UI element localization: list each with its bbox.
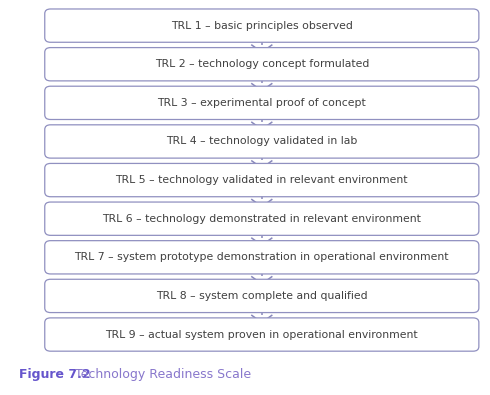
Text: TRL 2 – technology concept formulated: TRL 2 – technology concept formulated (155, 59, 369, 69)
FancyBboxPatch shape (45, 9, 479, 42)
Text: Figure 7.2: Figure 7.2 (19, 369, 91, 382)
FancyBboxPatch shape (45, 241, 479, 274)
Text: TRL 4 – technology validated in lab: TRL 4 – technology validated in lab (166, 136, 358, 147)
FancyBboxPatch shape (45, 318, 479, 351)
Text: TRL 6 – technology demonstrated in relevant environment: TRL 6 – technology demonstrated in relev… (102, 214, 421, 224)
FancyBboxPatch shape (45, 202, 479, 235)
Text: TRL 9 – actual system proven in operational environment: TRL 9 – actual system proven in operatio… (105, 329, 418, 340)
FancyBboxPatch shape (45, 125, 479, 158)
Text: TRL 5 – technology validated in relevant environment: TRL 5 – technology validated in relevant… (116, 175, 408, 185)
Text: TRL 8 – system complete and qualified: TRL 8 – system complete and qualified (156, 291, 368, 301)
FancyBboxPatch shape (45, 164, 479, 197)
Text: TRL 7 – system prototype demonstration in operational environment: TRL 7 – system prototype demonstration i… (74, 252, 449, 262)
Text: TRL 1 – basic principles observed: TRL 1 – basic principles observed (171, 21, 353, 31)
FancyBboxPatch shape (45, 47, 479, 81)
Text: Technology Readiness Scale: Technology Readiness Scale (74, 369, 251, 382)
FancyBboxPatch shape (45, 279, 479, 312)
Text: TRL 3 – experimental proof of concept: TRL 3 – experimental proof of concept (157, 98, 366, 108)
FancyBboxPatch shape (45, 86, 479, 120)
